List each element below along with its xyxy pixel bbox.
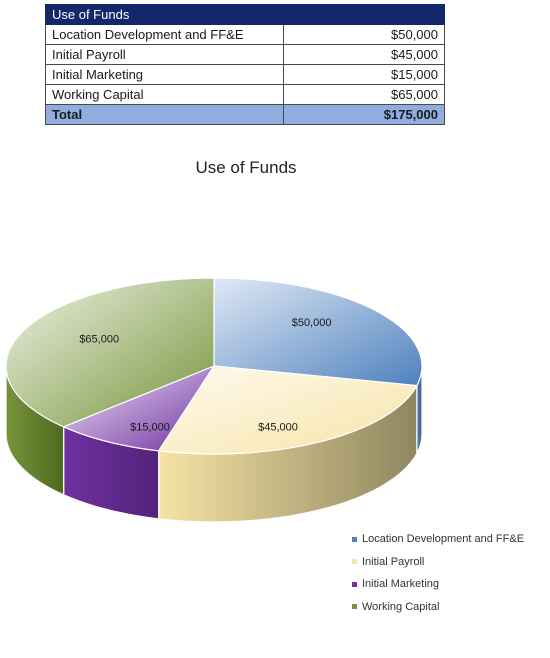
legend-label: Location Development and FF&E [362, 533, 525, 546]
row-label: Location Development and FF&E [45, 24, 284, 45]
legend-swatch [352, 581, 357, 587]
legend-swatch [352, 559, 357, 565]
legend-label: Initial Marketing [362, 578, 440, 591]
data-label-initial-marketing: $15,000 [130, 421, 170, 433]
data-label-location-development: $50,000 [292, 317, 332, 329]
chart-legend: Location Development and FF&E Initial Pay… [352, 528, 524, 618]
legend-swatch [352, 604, 357, 610]
total-label: Total [45, 104, 284, 125]
legend-item-working-capital: Working Capital [352, 596, 524, 619]
legend-swatch [352, 536, 357, 542]
row-label: Initial Marketing [45, 64, 284, 85]
table-header-row: Use of Funds [45, 4, 445, 25]
pie-slice-initial-payroll [157, 365, 418, 455]
pie-slice-location-development [213, 277, 423, 387]
table-header: Use of Funds [45, 4, 445, 25]
pie-slice-initial-marketing [62, 364, 216, 452]
legend-label: Initial Payroll [362, 555, 425, 568]
table-row: Location Development and FF&E $50,000 [45, 24, 445, 45]
data-label-working-capital: $65,000 [79, 333, 119, 345]
chart-title: Use of Funds [195, 158, 297, 177]
table-row: Working Capital $65,000 [45, 84, 445, 105]
table-total-row: Total $175,000 [45, 104, 445, 125]
pie-slice-working-capital [5, 277, 215, 428]
legend-item-initial-marketing: Initial Marketing [352, 573, 524, 596]
legend-item-location-development: Location Development and FF&E [352, 528, 524, 551]
legend-item-initial-payroll: Initial Payroll [352, 551, 524, 574]
data-label-initial-payroll: $45,000 [258, 421, 298, 433]
total-amount: $175,000 [283, 104, 445, 125]
use-of-funds-table: Use of Funds Location Development and FF… [45, 4, 445, 125]
row-label: Working Capital [45, 84, 284, 105]
legend-label: Working Capital [362, 600, 440, 613]
